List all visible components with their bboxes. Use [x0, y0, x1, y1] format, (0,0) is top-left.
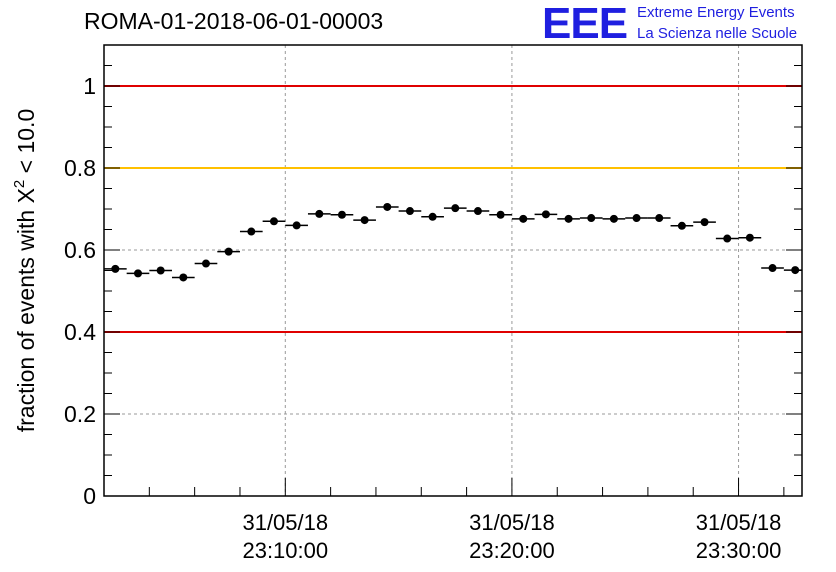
- data-point: [421, 212, 444, 221]
- y-tick-label: 0.8: [64, 155, 96, 181]
- x-tick-label-time: 23:30:00: [696, 538, 782, 563]
- data-point: [783, 266, 802, 275]
- data-point: [693, 218, 716, 227]
- y-tick-label: 0.2: [64, 401, 96, 427]
- y-tick-label: 0.4: [64, 319, 96, 345]
- data-point: [398, 207, 422, 216]
- data-marker: [519, 214, 528, 223]
- data-point: [715, 234, 739, 243]
- data-marker: [428, 212, 437, 221]
- data-marker: [269, 217, 278, 226]
- data-point: [738, 233, 762, 242]
- data-marker: [587, 214, 596, 223]
- data-point: [443, 204, 467, 213]
- plot-frame: [103, 44, 803, 497]
- data-point: [194, 259, 218, 268]
- data-point: [761, 264, 784, 273]
- x-tick-label-date: 31/05/18: [242, 510, 328, 535]
- data-marker: [700, 218, 709, 227]
- data-point: [557, 214, 580, 223]
- data-point: [602, 214, 626, 223]
- data-marker: [723, 234, 732, 243]
- chart-title: ROMA-01-2018-06-01-00003: [84, 8, 384, 34]
- data-point: [330, 210, 354, 219]
- data-marker: [179, 273, 188, 282]
- data-point: [625, 214, 648, 223]
- data-point: [375, 202, 399, 211]
- data-marker: [133, 269, 142, 278]
- data-point: [239, 227, 263, 236]
- data-point: [489, 210, 512, 219]
- data-marker: [292, 221, 301, 230]
- data-marker: [791, 266, 800, 275]
- data-point: [149, 266, 172, 275]
- data-marker: [609, 214, 618, 223]
- data-point: [511, 214, 535, 223]
- data-point: [647, 214, 671, 223]
- y-tick-label: 0.6: [64, 237, 96, 263]
- data-point: [466, 207, 490, 216]
- data-marker: [156, 266, 165, 275]
- x-tick-label-time: 23:10:00: [242, 538, 328, 563]
- x-tick-label-time: 23:20:00: [469, 538, 555, 563]
- data-marker: [224, 247, 233, 256]
- data-marker: [383, 202, 392, 211]
- eee-logo-line1: Extreme Energy Events: [637, 4, 795, 21]
- data-marker: [247, 227, 256, 236]
- y-tick-label: 1: [83, 73, 96, 99]
- x-tick-label-date: 31/05/18: [696, 510, 782, 535]
- data-marker: [768, 264, 777, 273]
- data-point: [307, 209, 331, 218]
- data-marker: [541, 210, 550, 219]
- data-marker: [745, 233, 754, 242]
- data-point: [126, 269, 150, 278]
- data-marker: [564, 214, 573, 223]
- data-marker: [655, 214, 664, 223]
- data-marker: [677, 221, 686, 230]
- data-point: [104, 264, 127, 273]
- eee-logo-line2: La Scienza nelle Scuole: [637, 25, 798, 42]
- eee-logo-mark: EEE: [542, 0, 628, 48]
- x-tick-label-date: 31/05/18: [469, 510, 555, 535]
- data-marker: [360, 216, 369, 225]
- data-point: [171, 273, 195, 282]
- data-point: [579, 214, 603, 223]
- data-marker: [337, 210, 346, 219]
- data-point: [534, 210, 558, 219]
- data-marker: [405, 207, 414, 216]
- data-marker: [315, 209, 324, 218]
- data-marker: [473, 207, 482, 216]
- data-marker: [201, 259, 210, 268]
- y-tick-label: 0: [83, 483, 96, 509]
- y-axis-label: fraction of events with X2 < 10.0: [11, 109, 39, 433]
- data-point: [353, 216, 376, 225]
- data-marker: [451, 204, 460, 213]
- data-point: [670, 221, 694, 230]
- data-point: [217, 247, 240, 256]
- data-marker: [111, 264, 120, 273]
- data-point: [262, 217, 286, 226]
- data-marker: [496, 210, 505, 219]
- data-point: [285, 221, 308, 230]
- data-marker: [632, 214, 641, 223]
